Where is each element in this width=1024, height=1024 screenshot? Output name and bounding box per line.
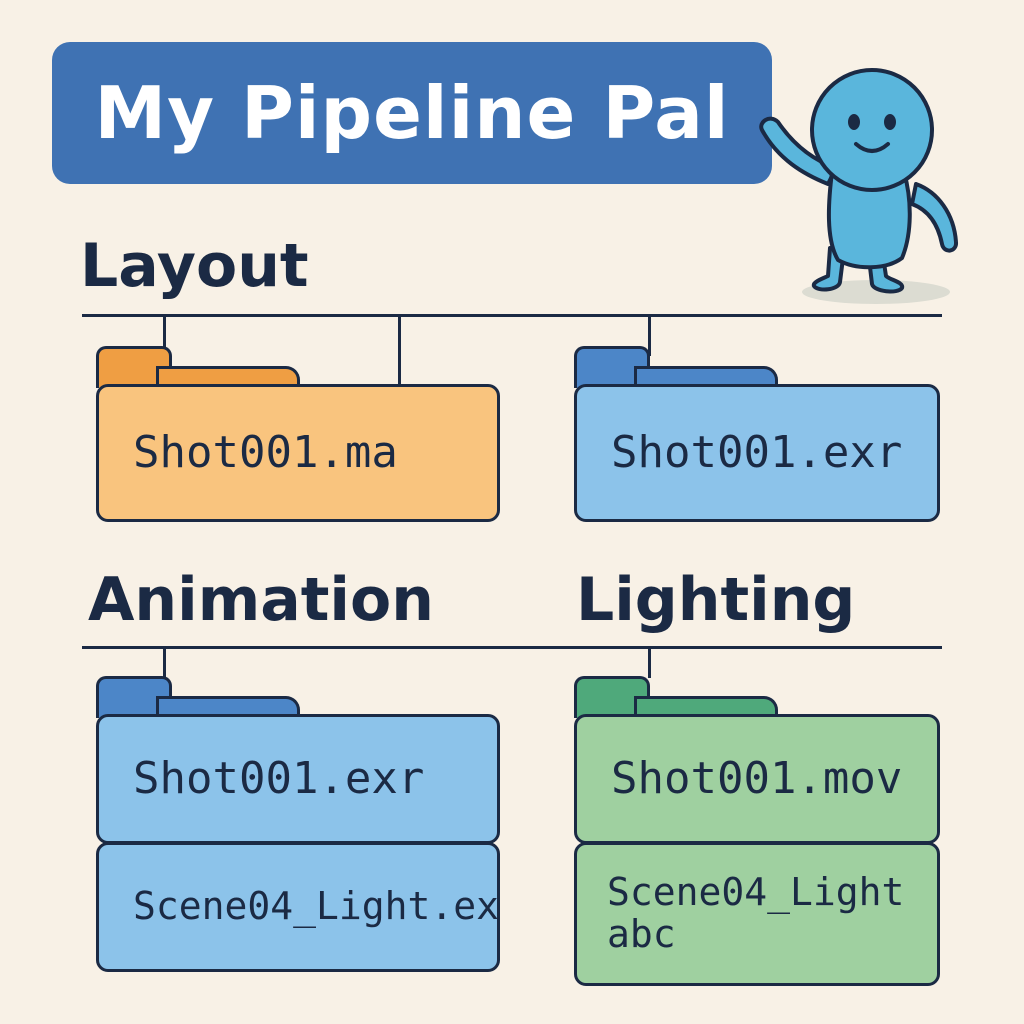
file-label: Scene04_Light abc xyxy=(607,870,905,956)
file-label: Shot001.ma xyxy=(133,426,398,478)
divider-bottom xyxy=(82,646,942,649)
connector xyxy=(398,314,401,384)
divider-top xyxy=(82,314,942,317)
connector xyxy=(648,646,651,678)
folder-animation[interactable]: Shot001.exr Scene04_Light.ex xyxy=(96,676,500,972)
page-title: My Pipeline Pal xyxy=(94,71,730,155)
section-heading-animation: Animation xyxy=(88,565,434,635)
file-row[interactable]: Scene04_Light.ex xyxy=(96,842,500,972)
section-heading-lighting: Lighting xyxy=(576,565,856,635)
folder-layout-ma[interactable]: Shot001.ma xyxy=(96,346,500,522)
folder-lighting[interactable]: Shot001.mov Scene04_Light abc xyxy=(574,676,940,986)
file-label: Shot001.exr xyxy=(611,426,903,478)
file-label: Shot001.exr xyxy=(133,752,425,804)
connector xyxy=(648,314,651,356)
title-banner: My Pipeline Pal xyxy=(52,42,772,184)
file-label: Shot001.mov xyxy=(611,752,903,804)
connector xyxy=(163,646,166,678)
file-row[interactable]: Shot001.exr xyxy=(96,714,500,844)
folder-layout-exr[interactable]: Shot001.exr xyxy=(574,346,940,522)
mascot-icon xyxy=(759,68,958,304)
section-heading-layout: Layout xyxy=(80,231,309,301)
file-row[interactable]: Scene04_Light abc xyxy=(574,842,940,986)
connector xyxy=(163,314,166,356)
file-label: Scene04_Light.ex xyxy=(133,884,500,929)
file-row[interactable]: Shot001.mov xyxy=(574,714,940,844)
